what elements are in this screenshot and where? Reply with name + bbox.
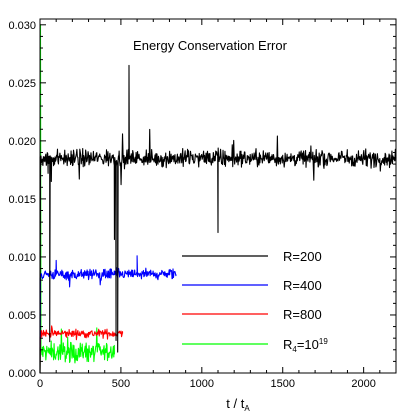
x-tick-label: 0 xyxy=(37,378,43,390)
x-axis-label-main: t / t xyxy=(226,396,244,411)
series-line-1 xyxy=(39,64,397,374)
series-line-4 xyxy=(39,24,115,374)
series-line-3 xyxy=(39,325,124,374)
x-axis-label-sub: A xyxy=(244,404,250,413)
legend-label-4: R4=1019 xyxy=(283,337,328,354)
y-tick-label: 0.020 xyxy=(8,136,36,148)
chart-title: Energy Conservation Error xyxy=(133,38,288,53)
x-tick-label: 500 xyxy=(112,378,130,390)
legend: R=200 R=400 R=800 R4=1019 xyxy=(182,249,328,354)
legend-label-3: R=800 xyxy=(283,307,322,322)
x-tick-label: 1000 xyxy=(190,378,214,390)
y-tick-label: 0.000 xyxy=(8,368,36,380)
x-tick-label: 1500 xyxy=(270,378,294,390)
x-axis-label: t / tA xyxy=(226,396,250,413)
y-tick-label: 0.015 xyxy=(8,194,36,206)
legend-label-2: R=400 xyxy=(283,278,322,293)
y-tick-label: 0.025 xyxy=(8,78,36,90)
series-line-2 xyxy=(39,255,177,374)
series-layer xyxy=(39,24,397,374)
y-tick-label: 0.010 xyxy=(8,252,36,264)
y-tick-label: 0.030 xyxy=(8,20,36,32)
legend-label-1: R=200 xyxy=(283,249,322,264)
ticks-layer: 0 500 1000 1500 2000 0.000 0.005 0.010 0.015 0.02… xyxy=(8,19,396,390)
x-tick-label: 2000 xyxy=(351,378,375,390)
y-tick-label: 0.005 xyxy=(8,310,36,322)
